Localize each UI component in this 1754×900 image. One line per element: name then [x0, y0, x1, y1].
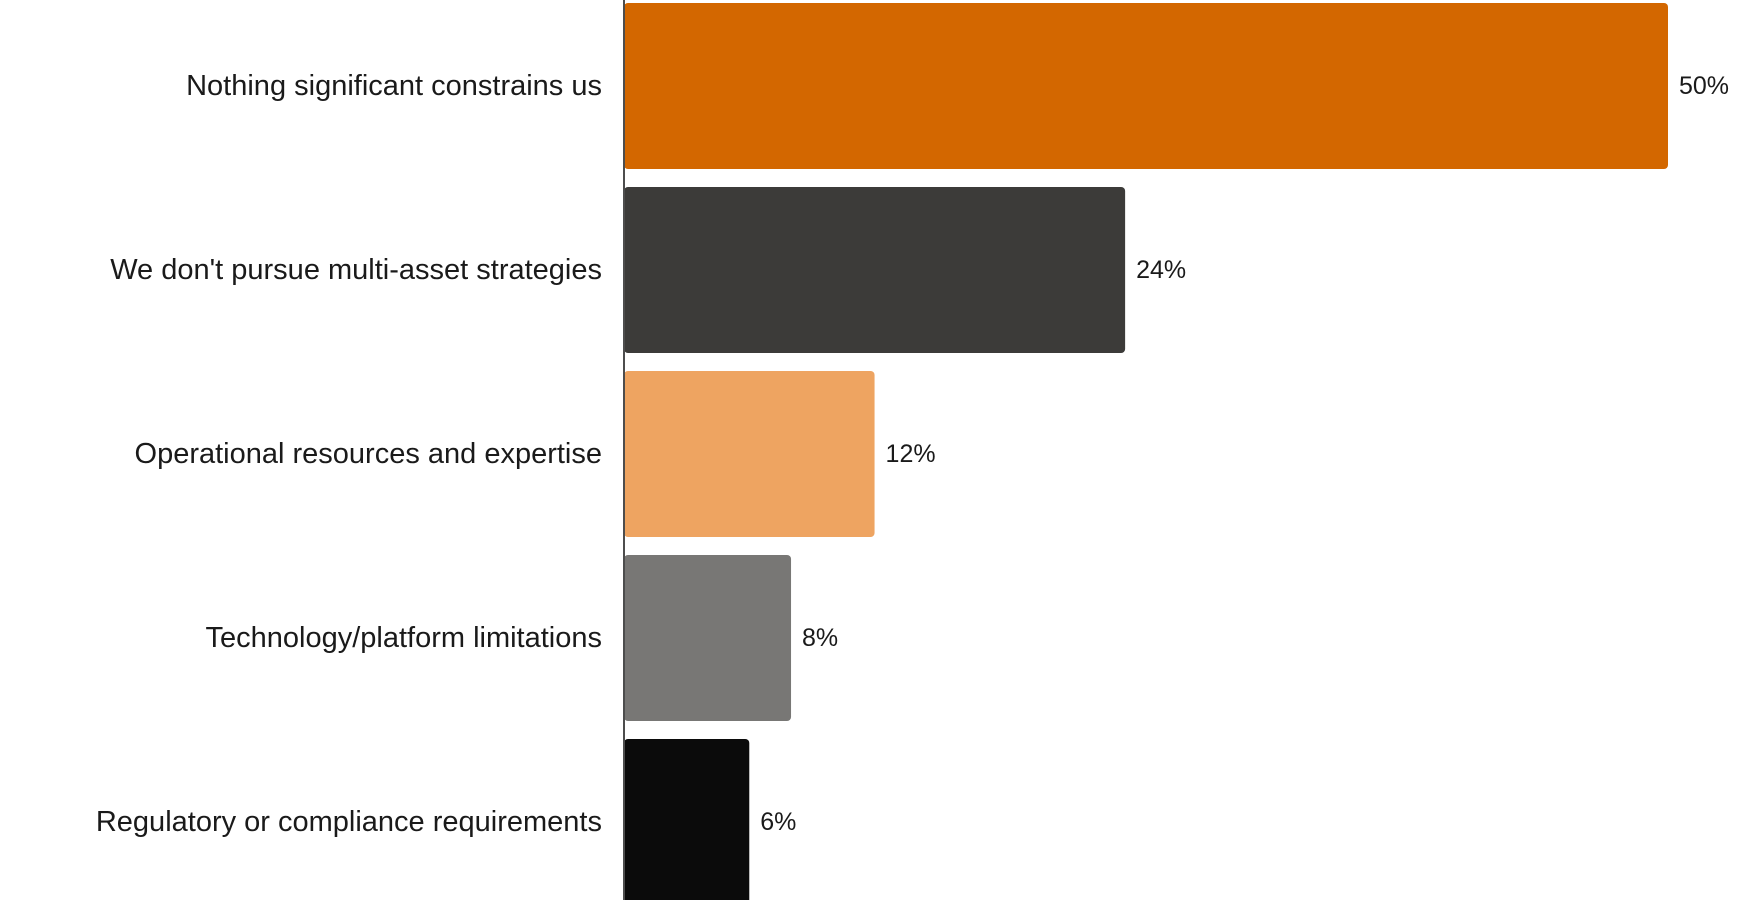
category-label-4: Technology/platform limitations	[205, 622, 602, 654]
value-labels-group: 50% 24% 12% 8% 6%	[760, 72, 1729, 836]
category-label-3: Operational resources and expertise	[135, 438, 602, 470]
category-labels-group: Nothing significant constrains us We don'…	[96, 70, 602, 838]
category-label-1: Nothing significant constrains us	[186, 70, 602, 102]
bar-2	[624, 187, 1126, 353]
bar-4	[624, 555, 792, 721]
value-label-5: 6%	[760, 808, 796, 836]
category-label-2: We don't pursue multi-asset strategies	[110, 254, 602, 286]
category-label-5: Regulatory or compliance requirements	[96, 806, 602, 838]
bar-5	[624, 739, 750, 900]
value-label-2: 24%	[1136, 256, 1186, 284]
value-label-1: 50%	[1679, 72, 1729, 100]
value-label-3: 12%	[886, 440, 936, 468]
value-label-4: 8%	[802, 624, 838, 652]
bar-3	[624, 371, 875, 537]
bars-group	[624, 3, 1668, 900]
bar-1	[624, 3, 1668, 169]
